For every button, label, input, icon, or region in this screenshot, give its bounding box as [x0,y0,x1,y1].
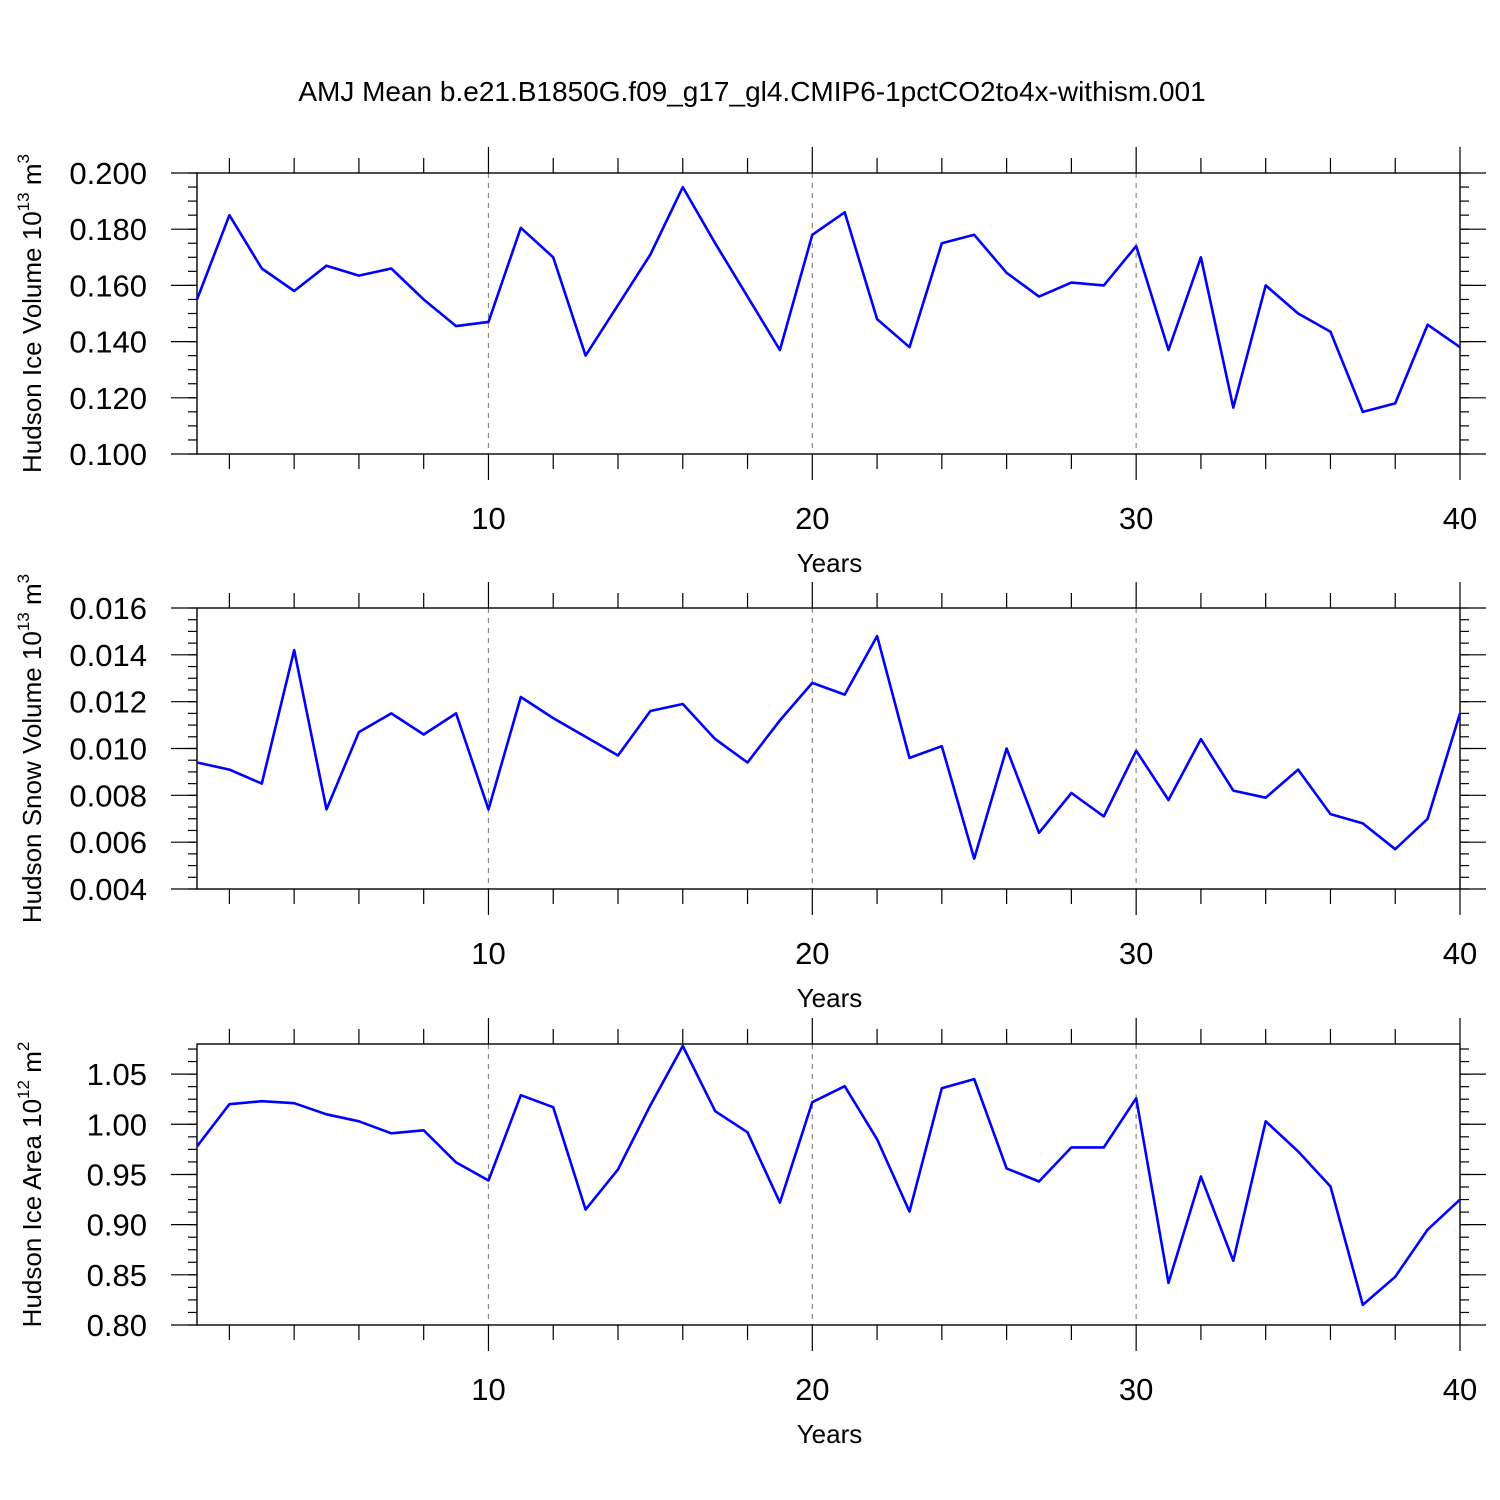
x-tick-label: 10 [471,1372,505,1407]
y-tick-label: 0.95 [87,1157,147,1192]
panel-1: 10 20 30 40 0.100 0.120 0.140 0.160 0.180 0.200 Ye… [14,147,1486,578]
y-tick-label: 0.014 [69,638,147,673]
plot-frame [196,607,1461,890]
y-tick-label: 0.140 [69,325,147,360]
y-tick-label: 0.160 [69,268,147,303]
x-axis-title: Years [797,548,863,578]
x-tick-label: 30 [1119,501,1153,536]
data-series-line [195,1044,1461,1307]
y-tick-label: 0.006 [69,825,147,860]
x-tick-label: 10 [471,936,505,971]
y-tick-label: 1.00 [87,1107,147,1142]
y-tick-label: 0.180 [69,212,147,247]
x-tick-label: 20 [795,501,829,536]
plot-frame [196,1043,1461,1326]
y-axis-title: Hudson Snow Volume 1013 m3 [14,574,47,923]
x-tick-label: 20 [795,1372,829,1407]
y-tick-label: 0.80 [87,1308,147,1343]
chart-title: AMJ Mean b.e21.B1850G.f09_g17_gl4.CMIP6-… [298,76,1205,107]
x-axis-title: Years [797,1419,863,1449]
y-tick-label: 0.85 [87,1258,147,1293]
y-tick-label: 0.008 [69,778,147,813]
x-tick-label: 40 [1443,501,1477,536]
x-tick-label: 10 [471,501,505,536]
x-tick-label: 20 [795,936,829,971]
y-tick-label: 0.200 [69,156,147,191]
x-tick-label: 40 [1443,936,1477,971]
x-tick-label: 40 [1443,1372,1477,1407]
y-tick-label: 0.010 [69,732,147,767]
panel-3: 10 20 30 40 0.80 0.85 0.90 0.95 1.00 1.05 Years Hud… [14,1018,1486,1449]
y-axis-title: Hudson Ice Volume 1013 m3 [14,154,47,473]
y-tick-label: 0.004 [69,872,147,907]
data-series-line [195,185,1461,414]
x-tick-label: 30 [1119,1372,1153,1407]
y-tick-label: 1.05 [87,1057,147,1092]
data-series-line [196,634,1462,860]
y-tick-label: 0.120 [69,381,147,416]
plot-frame [196,172,1461,455]
y-tick-label: 0.016 [69,591,147,626]
x-tick-label: 30 [1119,936,1153,971]
y-axis-title: Hudson Ice Area 1012 m2 [14,1042,47,1328]
panel-2: 10 20 30 40 0.004 0.006 0.008 0.010 0.012 0.014 0.… [14,574,1486,1013]
y-tick-label: 0.100 [69,437,147,472]
x-axis-title: Years [797,983,863,1013]
y-tick-label: 0.90 [87,1208,147,1243]
y-tick-label: 0.012 [69,685,147,720]
